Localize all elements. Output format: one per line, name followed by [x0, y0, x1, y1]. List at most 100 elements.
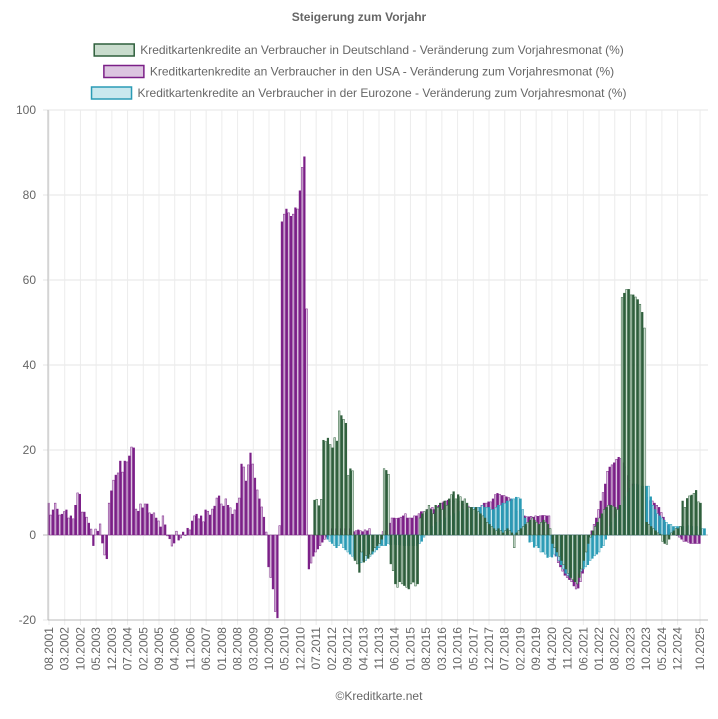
bar — [604, 534, 608, 540]
bar — [600, 513, 603, 536]
bar — [321, 534, 324, 543]
bar — [535, 534, 538, 546]
x-tick-label: 09.2012 — [341, 627, 355, 671]
y-tick-label: 40 — [23, 358, 37, 372]
x-tick-label: 02.2019 — [513, 627, 527, 671]
bar — [406, 517, 409, 536]
bar — [665, 522, 668, 536]
bar — [573, 534, 576, 582]
bar — [595, 534, 599, 555]
bar — [123, 460, 126, 536]
bar — [394, 534, 397, 585]
x-tick-label: 10.2002 — [73, 627, 87, 671]
bar — [371, 534, 374, 552]
bar — [294, 207, 297, 536]
bar — [67, 517, 70, 536]
bar — [316, 534, 319, 550]
bar — [387, 473, 390, 536]
bar — [611, 505, 615, 536]
bar — [260, 506, 263, 536]
bar — [459, 496, 462, 536]
bar — [483, 517, 487, 536]
bar — [517, 530, 520, 536]
bar — [398, 534, 401, 582]
bar — [220, 503, 223, 536]
bar — [623, 292, 626, 536]
bar — [296, 208, 299, 536]
bar — [441, 509, 444, 536]
bar — [267, 534, 270, 568]
bar — [349, 468, 352, 536]
bar — [85, 516, 88, 536]
bar — [515, 496, 518, 536]
bar — [240, 463, 243, 536]
x-tick-label: 12.2017 — [482, 627, 496, 671]
bar — [58, 514, 61, 536]
bar — [152, 512, 156, 536]
bar — [405, 534, 408, 588]
x-tick-label: 06.2021 — [576, 627, 590, 671]
bar — [454, 498, 457, 536]
bar — [387, 534, 390, 544]
bar — [439, 502, 442, 536]
bar — [376, 534, 379, 546]
bar — [139, 503, 142, 536]
bar — [335, 534, 338, 548]
bar — [668, 534, 671, 540]
x-tick-label: 01.2008 — [215, 627, 229, 671]
bar — [634, 296, 637, 536]
bar — [420, 534, 423, 542]
bar — [323, 534, 326, 540]
bar — [414, 534, 417, 587]
bar — [445, 505, 449, 536]
bar — [188, 529, 191, 536]
bar — [197, 518, 200, 536]
bar — [351, 470, 354, 536]
bar — [537, 524, 541, 536]
bar — [658, 515, 661, 536]
bar — [506, 528, 509, 536]
bar — [338, 410, 341, 536]
bar — [542, 519, 545, 536]
bar — [479, 513, 482, 536]
bar — [605, 507, 608, 536]
y-tick-label: 0 — [29, 528, 36, 542]
bar — [326, 534, 329, 540]
legend-item[interactable]: Kreditkartenkredite an Verbraucher in de… — [103, 65, 614, 79]
bar — [94, 528, 97, 536]
bar — [593, 534, 596, 557]
bar — [337, 534, 340, 546]
y-tick-label: 20 — [23, 443, 37, 457]
bar — [395, 518, 398, 536]
bar — [313, 499, 316, 536]
bar — [660, 517, 664, 536]
x-tick-label: 12.2003 — [105, 627, 119, 671]
bar — [689, 534, 692, 544]
bar — [407, 534, 410, 590]
bar — [413, 515, 416, 536]
bar — [411, 517, 414, 536]
bar — [366, 530, 369, 536]
bar — [283, 213, 286, 536]
bar — [74, 505, 77, 536]
bar — [128, 455, 131, 536]
bar — [693, 534, 697, 544]
bar — [130, 446, 133, 536]
bar — [125, 461, 129, 536]
bar — [692, 493, 695, 536]
bar — [278, 525, 281, 536]
bar — [684, 534, 688, 542]
bar — [324, 441, 327, 536]
bar — [618, 505, 621, 536]
bar — [598, 534, 601, 553]
bar — [333, 437, 336, 536]
legend-item[interactable]: Kreditkartenkredite an Verbraucher in De… — [93, 43, 624, 57]
bar — [200, 515, 203, 536]
bar — [641, 312, 644, 536]
bar — [54, 502, 57, 536]
bar — [356, 534, 359, 565]
bar — [427, 505, 431, 536]
legend-item[interactable]: Kreditkartenkredite an Verbraucher in de… — [90, 86, 627, 100]
bar — [526, 522, 529, 536]
